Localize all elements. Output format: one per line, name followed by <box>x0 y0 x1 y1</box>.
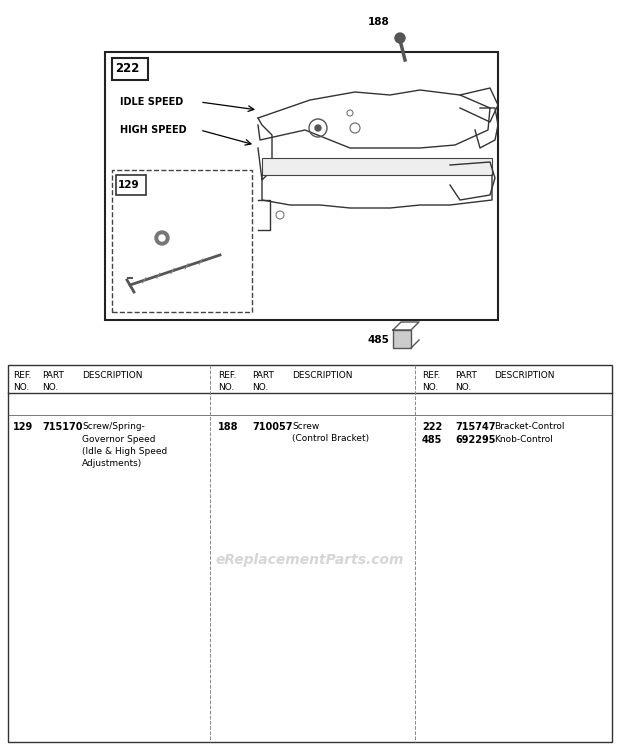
Text: 692295: 692295 <box>455 435 495 445</box>
Circle shape <box>315 125 321 131</box>
Text: eReplacementParts.com: eReplacementParts.com <box>216 553 404 567</box>
Circle shape <box>155 231 169 245</box>
Text: 188: 188 <box>218 422 239 432</box>
Text: Knob-Control: Knob-Control <box>494 435 553 444</box>
Text: DESCRIPTION: DESCRIPTION <box>494 371 554 380</box>
Text: 485: 485 <box>367 335 389 345</box>
Text: 715747: 715747 <box>455 422 495 432</box>
Circle shape <box>395 33 405 43</box>
Bar <box>105 52 498 320</box>
Bar <box>262 158 492 175</box>
Text: 129: 129 <box>118 180 140 190</box>
Text: Screw/Spring-
Governor Speed
(Idle & High Speed
Adjustments): Screw/Spring- Governor Speed (Idle & Hig… <box>82 422 167 469</box>
Bar <box>8 365 612 742</box>
Text: NO.: NO. <box>218 383 234 393</box>
Text: 710057: 710057 <box>252 422 293 432</box>
Text: 485: 485 <box>422 435 443 445</box>
Text: PART: PART <box>455 371 477 380</box>
Text: Screw
(Control Bracket): Screw (Control Bracket) <box>292 422 369 443</box>
Bar <box>112 58 148 80</box>
Text: DESCRIPTION: DESCRIPTION <box>82 371 143 380</box>
Text: IDLE SPEED: IDLE SPEED <box>120 97 184 107</box>
Text: NO.: NO. <box>42 383 58 393</box>
Bar <box>112 170 252 312</box>
Text: Bracket-Control: Bracket-Control <box>494 422 564 431</box>
Bar <box>393 330 411 348</box>
Text: REF.: REF. <box>218 371 236 380</box>
Text: NO.: NO. <box>422 383 438 393</box>
Circle shape <box>159 235 165 241</box>
Text: 715170: 715170 <box>42 422 82 432</box>
Text: REF.: REF. <box>13 371 32 380</box>
Text: PART: PART <box>252 371 274 380</box>
Text: 188: 188 <box>368 17 390 27</box>
Text: DESCRIPTION: DESCRIPTION <box>292 371 353 380</box>
Text: 222: 222 <box>422 422 442 432</box>
Text: 222: 222 <box>115 62 140 75</box>
Text: HIGH SPEED: HIGH SPEED <box>120 125 187 135</box>
Text: NO.: NO. <box>13 383 29 393</box>
Text: NO.: NO. <box>252 383 268 393</box>
Text: NO.: NO. <box>455 383 471 393</box>
Text: PART: PART <box>42 371 64 380</box>
Bar <box>116 175 146 195</box>
Text: 129: 129 <box>13 422 33 432</box>
Text: REF.: REF. <box>422 371 440 380</box>
